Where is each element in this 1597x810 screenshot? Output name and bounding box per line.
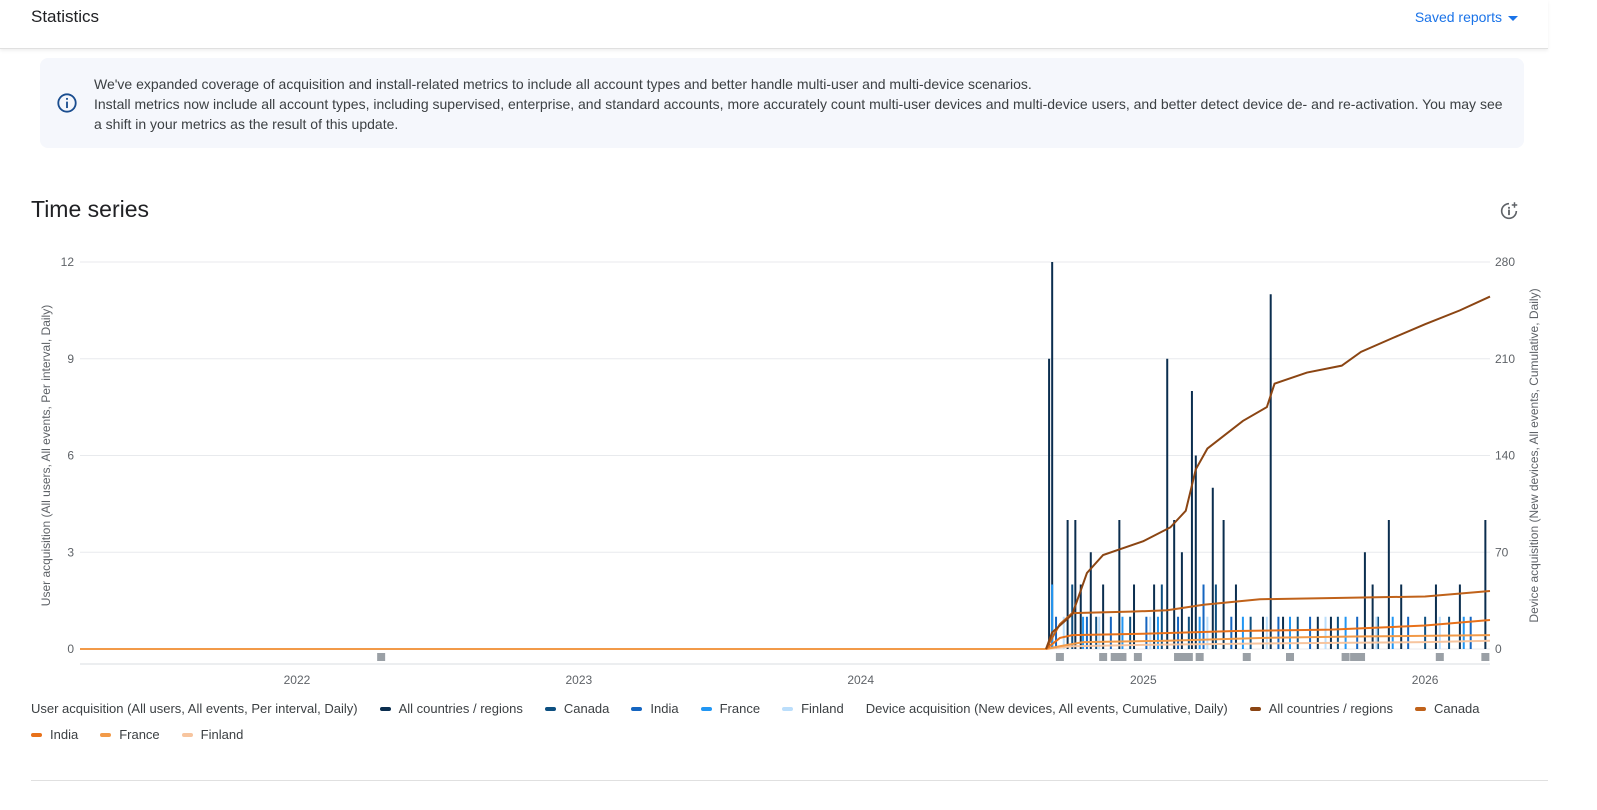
- banner-line-1: We've expanded coverage of acquisition a…: [94, 76, 1032, 92]
- annotation-marker: [377, 653, 386, 661]
- legend-label: France: [719, 701, 761, 716]
- legend-left-all[interactable]: All countries / regions: [379, 700, 523, 718]
- series-line-2: [1045, 618, 1491, 650]
- legend-label: Finland: [200, 727, 244, 742]
- x-tick-label: 2025: [1130, 673, 1157, 687]
- add-annotation-icon[interactable]: [1498, 200, 1520, 222]
- chart-legend: User acquisition (All users, All events,…: [31, 700, 1541, 744]
- legend-swatch: [100, 733, 112, 737]
- legend-right-canada[interactable]: Canada: [1414, 700, 1480, 718]
- legend-label: All countries / regions: [1268, 701, 1393, 716]
- legend-swatch: [31, 733, 42, 737]
- legend-left-canada[interactable]: Canada: [544, 700, 610, 718]
- annotation-marker: [1099, 653, 1108, 661]
- legend-right-finland[interactable]: Finland: [181, 726, 244, 744]
- legend-right-france[interactable]: France: [100, 726, 160, 744]
- annotation-marker: [1174, 653, 1183, 661]
- annotation-marker: [1481, 653, 1490, 661]
- x-tick-label: 2023: [565, 673, 592, 687]
- annotation-marker: [1133, 653, 1142, 661]
- legend-swatch: [700, 707, 712, 711]
- series-line-1: [1045, 589, 1491, 650]
- info-banner: We've expanded coverage of acquisition a…: [40, 58, 1524, 148]
- annotation-marker: [1055, 653, 1064, 661]
- chevron-down-icon: [1508, 15, 1518, 21]
- saved-reports-label: Saved reports: [1414, 9, 1502, 25]
- legend-right-title: Device acquisition (New devices, All eve…: [865, 701, 1228, 716]
- annotation-marker: [1286, 653, 1295, 661]
- series-line-3: [1045, 634, 1491, 650]
- y-right-tick-label: 70: [1495, 545, 1509, 559]
- section-title: Time series: [31, 196, 149, 222]
- series-line-0: [1045, 295, 1491, 650]
- annotation-marker: [1341, 653, 1350, 661]
- y-left-tick-label: 12: [61, 255, 75, 269]
- x-tick-label: 2026: [1412, 673, 1439, 687]
- top-bar: Statistics Saved reports: [0, 0, 1548, 49]
- legend-label: Canada: [1433, 701, 1480, 716]
- info-icon: [57, 93, 77, 113]
- legend-right-all[interactable]: All countries / regions: [1249, 700, 1393, 718]
- legend-swatch: [782, 707, 794, 711]
- legend-label: France: [119, 727, 160, 742]
- series-line-4: [1045, 639, 1491, 650]
- legend-swatch: [379, 707, 391, 711]
- annotation-marker: [1110, 653, 1119, 661]
- legend-label: India: [650, 701, 679, 716]
- annotation-marker: [1242, 653, 1251, 661]
- y-left-tick-label: 9: [67, 352, 74, 366]
- annotation-marker: [1184, 653, 1193, 661]
- page-title: Statistics: [31, 7, 100, 26]
- legend-left-france[interactable]: France: [700, 700, 761, 718]
- y-right-tick-label: 210: [1495, 352, 1515, 366]
- annotation-marker: [1118, 653, 1127, 661]
- legend-swatch: [544, 707, 556, 711]
- legend-swatch: [631, 707, 643, 711]
- time-series-chart: 12 9 6 3 0 280 210 140 70 0 User acquisition (All …: [39, 255, 1541, 687]
- legend-label: India: [50, 727, 79, 742]
- legend-swatch: [1249, 707, 1261, 711]
- x-tick-label: 2024: [847, 673, 874, 687]
- legend-swatch: [181, 733, 193, 737]
- saved-reports-button[interactable]: Saved reports: [1415, 9, 1518, 25]
- y-left-tick-label: 3: [67, 545, 74, 559]
- annotation-marker: [1435, 653, 1444, 661]
- y-right-tick-label: 280: [1495, 255, 1515, 269]
- legend-label: All countries / regions: [398, 701, 523, 716]
- banner-text: We've expanded coverage of acquisition a…: [94, 74, 1510, 134]
- y-left-axis-title: User acquisition (All users, All events,…: [39, 305, 53, 606]
- y-right-tick-label: 0: [1495, 642, 1502, 656]
- legend-swatch: [1414, 707, 1426, 711]
- banner-line-2: Install metrics now include all account …: [94, 96, 1503, 132]
- y-right-tick-label: 140: [1495, 449, 1515, 463]
- legend-right-india[interactable]: India: [31, 726, 78, 744]
- legend-label: Finland: [801, 701, 844, 716]
- y-left-tick-label: 0: [67, 642, 74, 656]
- legend-left-india[interactable]: India: [631, 700, 679, 718]
- legend-label: Canada: [563, 701, 610, 716]
- legend-left-finland[interactable]: Finland: [782, 700, 844, 718]
- annotation-marker: [1195, 653, 1204, 661]
- divider: [31, 780, 1548, 781]
- legend-left-title: User acquisition (All users, All events,…: [31, 701, 358, 716]
- x-tick-label: 2022: [284, 673, 311, 687]
- y-right-axis-title: Device acquisition (New devices, All eve…: [1527, 288, 1541, 622]
- y-left-tick-label: 6: [67, 449, 74, 463]
- annotation-marker: [1357, 653, 1366, 661]
